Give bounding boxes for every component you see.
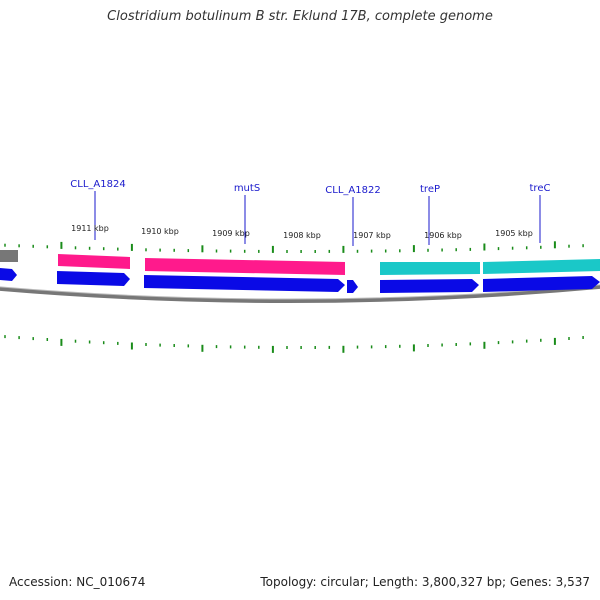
genome-backbone-highlight: [0, 284, 600, 300]
cds-trep[interactable]: [380, 279, 479, 293]
gene-label-muts: mutS: [234, 183, 260, 194]
accession-text: Accession: NC_010674: [9, 575, 146, 589]
tick-label-1906: 1906 kbp: [424, 231, 462, 240]
genome-summary-text: Topology: circular; Length: 3,800,327 bp…: [260, 575, 590, 589]
gene-trep[interactable]: [380, 262, 480, 275]
tick-label-1907: 1907 kbp: [353, 231, 391, 240]
tick-label-1908: 1908 kbp: [283, 231, 321, 240]
cds-cll-a1822[interactable]: [347, 280, 358, 293]
cds-cll-a1824[interactable]: [57, 271, 130, 286]
gene-trec[interactable]: [483, 259, 600, 274]
tick-label-1910: 1910 kbp: [141, 227, 179, 236]
gene-partial-left: [0, 250, 18, 262]
gene-label-cll-a1824: CLL_A1824: [70, 179, 125, 190]
gene-cll-a1824[interactable]: [58, 254, 130, 269]
gene-label-trep: treP: [420, 184, 440, 195]
cds-muts[interactable]: [144, 275, 345, 292]
genome-backbone: [0, 284, 600, 304]
tick-label-1905: 1905 kbp: [495, 229, 533, 238]
outer-tick-marks: [4, 241, 584, 253]
gene-muts[interactable]: [145, 258, 345, 275]
cds-trec[interactable]: [483, 276, 600, 292]
gene-label-cll-a1822: CLL_A1822: [325, 185, 380, 196]
tick-label-1909: 1909 kbp: [212, 229, 250, 238]
tick-label-1911: 1911 kbp: [71, 224, 109, 233]
inner-tick-marks: [4, 335, 584, 353]
genome-title: Clostridium botulinum B str. Eklund 17B,…: [107, 9, 493, 24]
cds-partial-left: [0, 268, 17, 281]
gene-label-trec: treC: [530, 183, 551, 194]
